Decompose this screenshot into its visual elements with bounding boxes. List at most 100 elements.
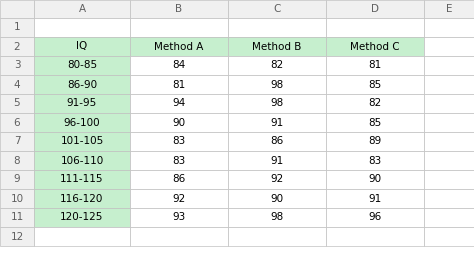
Bar — [326, 208, 424, 227]
Text: 91: 91 — [270, 118, 283, 127]
Bar — [326, 189, 424, 208]
Bar — [326, 56, 424, 75]
Text: 90: 90 — [368, 175, 382, 184]
Bar — [130, 56, 228, 75]
Bar — [424, 113, 474, 132]
Bar — [34, 151, 130, 170]
Bar — [34, 37, 130, 56]
Bar — [0, 189, 34, 208]
Bar — [326, 132, 424, 151]
Bar — [228, 189, 326, 208]
Text: 8: 8 — [14, 155, 20, 166]
Bar — [424, 94, 474, 113]
Text: 85: 85 — [368, 118, 382, 127]
Bar — [326, 0, 424, 18]
Bar — [0, 75, 34, 94]
Bar — [326, 75, 424, 94]
Bar — [424, 189, 474, 208]
Text: 91: 91 — [270, 155, 283, 166]
Bar — [228, 37, 326, 56]
Text: 81: 81 — [368, 61, 382, 70]
Bar — [228, 56, 326, 75]
Bar — [424, 208, 474, 227]
Text: 82: 82 — [368, 98, 382, 109]
Text: E: E — [446, 4, 452, 14]
Bar — [34, 113, 130, 132]
Bar — [228, 18, 326, 37]
Text: 2: 2 — [14, 41, 20, 52]
Text: 92: 92 — [173, 193, 186, 204]
Bar — [326, 151, 424, 170]
Text: 111-115: 111-115 — [60, 175, 104, 184]
Bar — [34, 227, 130, 246]
Bar — [424, 227, 474, 246]
Bar — [228, 75, 326, 94]
Bar — [0, 132, 34, 151]
Text: 86: 86 — [270, 136, 283, 147]
Bar — [424, 0, 474, 18]
Bar — [0, 208, 34, 227]
Text: 10: 10 — [10, 193, 24, 204]
Text: 101-105: 101-105 — [60, 136, 104, 147]
Bar — [326, 94, 424, 113]
Text: 83: 83 — [173, 155, 186, 166]
Bar — [130, 75, 228, 94]
Text: 6: 6 — [14, 118, 20, 127]
Text: 81: 81 — [173, 80, 186, 90]
Bar — [130, 0, 228, 18]
Bar — [34, 132, 130, 151]
Text: 91: 91 — [368, 193, 382, 204]
Bar — [228, 132, 326, 151]
Text: 83: 83 — [173, 136, 186, 147]
Text: 12: 12 — [10, 232, 24, 241]
Bar — [0, 56, 34, 75]
Text: 4: 4 — [14, 80, 20, 90]
Text: 120-125: 120-125 — [60, 212, 104, 222]
Bar — [228, 227, 326, 246]
Bar — [34, 208, 130, 227]
Text: 90: 90 — [173, 118, 185, 127]
Bar — [130, 113, 228, 132]
Text: 91-95: 91-95 — [67, 98, 97, 109]
Bar — [228, 208, 326, 227]
Bar — [0, 151, 34, 170]
Bar — [326, 170, 424, 189]
Text: 11: 11 — [10, 212, 24, 222]
Bar — [34, 189, 130, 208]
Bar — [424, 132, 474, 151]
Text: 7: 7 — [14, 136, 20, 147]
Bar — [424, 170, 474, 189]
Bar — [424, 56, 474, 75]
Bar — [130, 151, 228, 170]
Text: 1: 1 — [14, 23, 20, 32]
Bar — [424, 18, 474, 37]
Bar — [228, 151, 326, 170]
Bar — [0, 113, 34, 132]
Bar — [424, 75, 474, 94]
Bar — [0, 94, 34, 113]
Bar — [0, 37, 34, 56]
Text: 82: 82 — [270, 61, 283, 70]
Bar — [130, 132, 228, 151]
Text: 94: 94 — [173, 98, 186, 109]
Bar — [0, 227, 34, 246]
Text: 98: 98 — [270, 80, 283, 90]
Bar — [34, 56, 130, 75]
Bar — [130, 227, 228, 246]
Text: 3: 3 — [14, 61, 20, 70]
Bar — [228, 94, 326, 113]
Text: Method B: Method B — [252, 41, 301, 52]
Bar — [0, 170, 34, 189]
Text: B: B — [175, 4, 182, 14]
Bar — [228, 113, 326, 132]
Bar — [130, 208, 228, 227]
Text: 93: 93 — [173, 212, 186, 222]
Text: 92: 92 — [270, 175, 283, 184]
Text: Method A: Method A — [155, 41, 204, 52]
Bar — [326, 227, 424, 246]
Bar — [326, 113, 424, 132]
Text: 86-90: 86-90 — [67, 80, 97, 90]
Bar — [326, 18, 424, 37]
Bar — [228, 170, 326, 189]
Text: 80-85: 80-85 — [67, 61, 97, 70]
